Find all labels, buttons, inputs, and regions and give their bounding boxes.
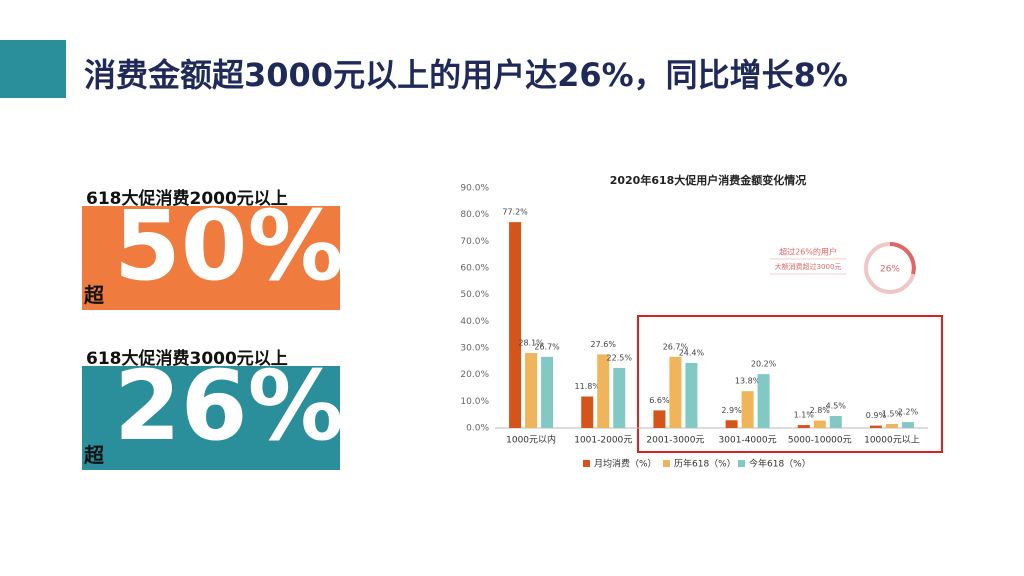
value-label: 27.6% (591, 340, 617, 349)
highlight-box (637, 315, 943, 453)
bar (669, 356, 682, 428)
value-label: 4.5% (826, 402, 847, 411)
legend-swatch (583, 460, 590, 467)
x-tick-label: 1001-2000元 (574, 436, 632, 446)
y-tick-label: 60.0% (460, 264, 489, 274)
bar (813, 420, 826, 428)
value-label: 2.2% (898, 408, 919, 417)
value-label: 13.8% (735, 377, 761, 386)
value-label: 22.5% (607, 354, 633, 363)
value-label: 1.1% (794, 411, 815, 420)
x-tick-label: 10000元以上 (864, 435, 920, 446)
value-label: 0.9% (866, 411, 887, 420)
stat-value: 26% (114, 366, 340, 462)
value-label: 77.2% (502, 208, 528, 217)
y-tick-label: 40.0% (460, 317, 489, 327)
annotation: 超过26%的用户 (779, 247, 837, 257)
stat-label: 618大促消费2000元以上 (86, 189, 288, 209)
value-label: 11.8% (575, 382, 601, 391)
stat-value: 50% (114, 206, 340, 302)
value-label: 26.7% (534, 342, 560, 351)
y-tick-label: 70.0% (460, 237, 489, 247)
annotation: 26% (880, 265, 900, 275)
value-label: 24.4% (679, 348, 705, 357)
legend-swatch (738, 460, 745, 467)
stat-prefix: 超 (84, 443, 104, 467)
stat-label: 618大促消费3000元以上 (86, 349, 288, 369)
chart-title: 2020年618大促用户消费金额变化情况 (610, 173, 807, 187)
y-tick-label: 50.0% (460, 290, 489, 300)
x-tick-label: 2001-3000元 (646, 436, 704, 446)
value-label: 1.5% (882, 410, 903, 419)
bar (685, 362, 698, 428)
stat-box: 超 50% (82, 206, 340, 310)
legend-label: 月均消费（%） (594, 458, 657, 470)
x-tick-label: 3001-4000元 (719, 436, 777, 446)
value-label: 26.7% (663, 342, 689, 351)
y-tick-label: 20.0% (460, 370, 489, 380)
y-tick-label: 30.0% (460, 344, 489, 354)
bar (597, 354, 610, 428)
stat-box: 超 26% (82, 366, 340, 470)
legend-swatch (663, 460, 670, 467)
bar (653, 410, 666, 428)
y-tick-label: 80.0% (460, 210, 489, 220)
value-label: 28.1% (518, 339, 544, 348)
value-label: 6.6% (649, 396, 670, 405)
legend-label: 今年618（%） (749, 458, 811, 470)
y-tick-label: 0.0% (466, 424, 489, 434)
annotation: 大额消费超过3000元 (775, 262, 842, 271)
value-label: 2.8% (810, 406, 831, 415)
bar (757, 374, 770, 428)
bar (541, 356, 554, 428)
stat-prefix: 超 (84, 283, 104, 307)
bar (869, 425, 882, 428)
legend-label: 历年618（%） (674, 458, 736, 470)
value-label: 2.9% (721, 406, 742, 415)
bar (509, 222, 522, 428)
bar (829, 416, 842, 428)
y-tick-label: 90.0% (460, 184, 489, 194)
bar (901, 422, 914, 428)
x-tick-label: 1000元以内 (506, 434, 556, 446)
slide-title: 消费金额超3000元以上的用户达26%，同比增长8% (84, 56, 848, 94)
bar (885, 424, 898, 428)
bar (613, 368, 626, 428)
bar (525, 353, 538, 428)
y-tick-label: 10.0% (460, 397, 489, 407)
bar (741, 391, 754, 428)
bar (797, 425, 810, 428)
ring-arc (889, 242, 916, 275)
x-tick-label: 5000-10000元 (788, 436, 852, 446)
value-label: 20.2% (751, 360, 777, 369)
bar (725, 420, 738, 428)
accent-bar (0, 40, 66, 98)
bar (581, 396, 594, 428)
